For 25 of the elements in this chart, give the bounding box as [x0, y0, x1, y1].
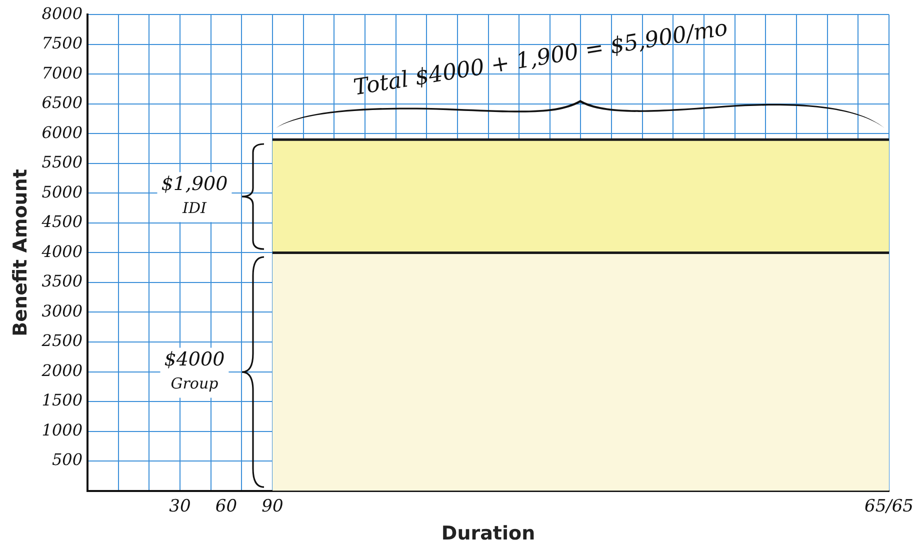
x-tick-label: 90	[262, 496, 284, 516]
x-tick-label: 60	[215, 496, 238, 516]
y-tick-label: 7000	[42, 63, 83, 82]
y-tick-label: 3000	[42, 301, 83, 320]
x-axis-title: Duration	[441, 522, 536, 545]
y-tick-label: 1000	[42, 420, 83, 440]
x-tick-label: 65/65	[864, 496, 914, 516]
y-tick-label: 6500	[42, 93, 83, 112]
y-tick-label: 8000	[42, 4, 83, 23]
y-tick-label: 500	[52, 450, 83, 470]
y-tick-label: 5500	[42, 152, 83, 172]
y-tick-label: 2000	[40, 360, 83, 380]
annotation: Total $4000 + 1,900 = $5,900/mo	[352, 16, 730, 101]
x-tick-label: 30	[169, 496, 191, 516]
y-tick-label: 7500	[42, 34, 83, 53]
y-tick-label: 3500	[42, 272, 83, 291]
annotation: $1,900 IDI	[161, 173, 228, 218]
y-axis-title: Benefit Amount	[9, 169, 32, 336]
y-tick-label: 2500	[40, 331, 83, 350]
y-tick-label: 1500	[42, 390, 83, 410]
y-tick-label: 4000	[40, 242, 83, 261]
y-tick-label: 6000	[42, 122, 83, 142]
y-tick-label: 5000	[42, 182, 83, 202]
y-tick-label: 4500	[40, 212, 83, 232]
annotation: $4000 Group	[164, 348, 225, 393]
